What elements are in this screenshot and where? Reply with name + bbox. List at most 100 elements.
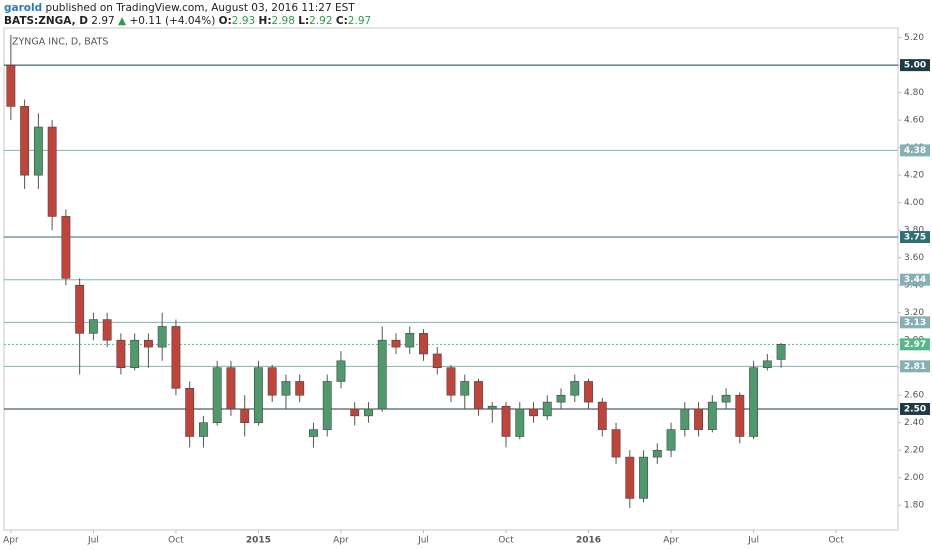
- chart-title: ZYNGA INC, D, BATS: [12, 37, 108, 48]
- y-tick-label: 3.60: [904, 253, 924, 263]
- candle-body: [364, 408, 373, 417]
- candle-body: [185, 388, 195, 437]
- candle-body: [171, 326, 181, 389]
- ohlc-label: O:: [219, 15, 232, 27]
- published: published on TradingView.com, August 03,…: [45, 2, 355, 14]
- y-tick-label: 3.40: [904, 281, 924, 291]
- candle-body: [694, 408, 703, 430]
- y-tick-label: 4.80: [904, 88, 924, 98]
- author[interactable]: garold: [4, 2, 42, 14]
- candle-body: [542, 401, 552, 417]
- candle-body: [102, 319, 112, 341]
- candle-body: [267, 367, 277, 396]
- x-tick-label: Jul: [87, 536, 99, 546]
- candle-body: [6, 64, 16, 107]
- candle-body: [61, 216, 71, 279]
- candle-body: [762, 360, 772, 369]
- x-tick-label: Oct: [168, 536, 184, 546]
- candle-body: [776, 344, 786, 360]
- candle-body: [419, 333, 428, 355]
- candle-body: [309, 429, 318, 437]
- y-tick-label: 2.40: [904, 418, 924, 428]
- change: +0.11 (+4.04%): [129, 15, 215, 27]
- candle-body: [501, 405, 511, 437]
- candle-body: [735, 394, 745, 437]
- candle-body: [570, 381, 580, 396]
- level-label: 3.13: [904, 318, 926, 328]
- level-label: 2.97: [904, 340, 926, 350]
- candle-body: [707, 401, 717, 430]
- candle-body: [88, 319, 98, 334]
- candle-body: [446, 367, 456, 396]
- candle-body: [377, 339, 387, 410]
- y-tick-label: 4.60: [904, 116, 924, 126]
- candle-body: [652, 449, 662, 458]
- ohlc-label: L:: [298, 15, 309, 27]
- candle-body: [116, 339, 126, 369]
- level-label-box: [900, 144, 930, 157]
- candle-body: [157, 326, 167, 348]
- candle-body: [474, 381, 483, 410]
- y-tick-label: 2.60: [904, 391, 924, 401]
- candle-body: [597, 401, 607, 430]
- candle-body: [130, 339, 140, 369]
- ohlc-label: H:: [259, 15, 272, 27]
- x-tick-label: Jul: [417, 536, 429, 546]
- candle-body: [405, 333, 415, 348]
- y-tick-label: 5.20: [904, 33, 924, 43]
- ohlc-value: 2.92: [309, 15, 332, 27]
- candle-body: [625, 456, 635, 499]
- level-label: 5.00: [904, 61, 926, 71]
- candle-body: [47, 126, 57, 217]
- x-tick-label: Apr: [663, 536, 679, 546]
- candle-body: [281, 381, 291, 396]
- level-label-box: [900, 273, 930, 286]
- y-tick-label: 4.20: [904, 171, 924, 181]
- candle-body: [666, 429, 676, 451]
- y-tick-label: 4.00: [904, 198, 924, 208]
- symbol: BATS:ZNGA, D: [4, 15, 88, 27]
- candle-body: [240, 408, 250, 424]
- level-label: 4.38: [904, 146, 926, 156]
- candle-body: [295, 381, 305, 396]
- candle-body: [33, 126, 43, 176]
- x-tick-label: Jul: [747, 536, 759, 546]
- x-tick-label: Apr: [333, 536, 349, 546]
- header-line: garold published on TradingView.com, Aug…: [4, 2, 355, 14]
- level-label-box: [900, 402, 930, 415]
- candle-body: [75, 284, 85, 334]
- candle-body: [611, 429, 621, 458]
- y-tick-label: 3.80: [904, 226, 924, 236]
- x-tick-label: 2015: [246, 536, 271, 546]
- candle-body: [322, 381, 332, 430]
- symbol-line: BATS:ZNGA, D 2.97 ▲ +0.11 (+4.04%) O:2.9…: [4, 15, 371, 27]
- candle-body: [336, 360, 346, 382]
- ohlc-value: 2.97: [348, 15, 371, 27]
- last: 2.97: [91, 15, 114, 27]
- ohlc-value: 2.93: [232, 15, 255, 27]
- candle-body: [212, 367, 222, 424]
- level-label: 2.50: [904, 404, 926, 414]
- level-label: 3.75: [904, 233, 926, 243]
- level-label-box: [900, 59, 930, 72]
- y-tick-label: 2.20: [904, 446, 924, 456]
- ohlc-value: 2.98: [272, 15, 295, 27]
- level-label: 2.81: [904, 362, 926, 372]
- candle-body: [254, 367, 263, 424]
- candle-body: [721, 394, 731, 403]
- candle-body: [226, 367, 236, 410]
- x-tick-label: Oct: [828, 536, 844, 546]
- candle-body: [143, 339, 153, 348]
- candle-body: [20, 106, 30, 176]
- x-tick-label: Oct: [498, 536, 514, 546]
- candle-body: [460, 381, 470, 396]
- level-label-box: [900, 360, 930, 373]
- level-label-box: [900, 338, 930, 351]
- candle-body: [350, 408, 360, 417]
- candle-body: [515, 408, 525, 437]
- candle-body: [432, 353, 442, 369]
- level-label-box: [900, 316, 930, 329]
- candle-body: [556, 394, 566, 403]
